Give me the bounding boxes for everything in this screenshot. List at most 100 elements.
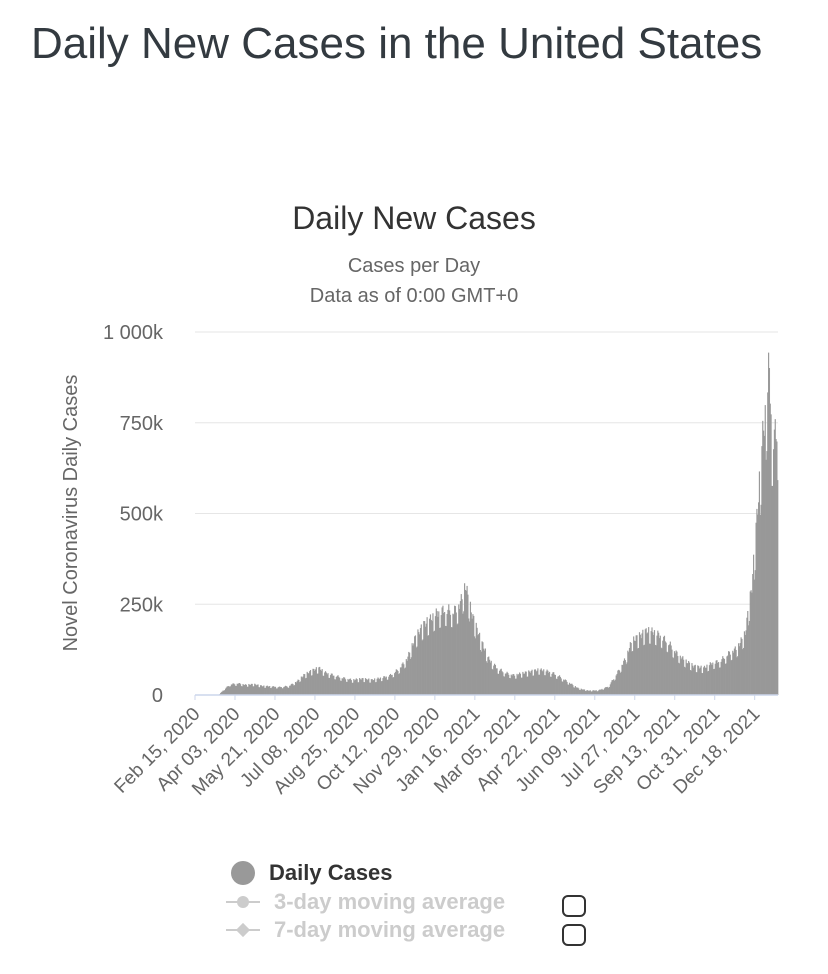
- daily-cases-bar[interactable]: [454, 606, 457, 695]
- daily-cases-bar[interactable]: [370, 679, 372, 695]
- daily-cases-bar[interactable]: [765, 459, 767, 695]
- daily-cases-bar[interactable]: [645, 628, 647, 695]
- daily-cases-bar[interactable]: [753, 554, 755, 695]
- daily-cases-bar[interactable]: [565, 680, 567, 695]
- daily-cases-bar[interactable]: [490, 660, 492, 695]
- daily-cases-bar[interactable]: [684, 667, 686, 695]
- daily-cases-bar[interactable]: [368, 678, 370, 695]
- daily-cases-bar[interactable]: [369, 682, 372, 695]
- daily-cases-bar[interactable]: [602, 689, 604, 695]
- daily-cases-bar[interactable]: [726, 656, 728, 695]
- daily-cases-bar[interactable]: [300, 676, 302, 695]
- daily-cases-bar[interactable]: [338, 676, 340, 695]
- daily-cases-bar[interactable]: [742, 649, 744, 695]
- daily-cases-bar[interactable]: [395, 669, 397, 695]
- legend-item-7-day-average[interactable]: 7-day moving average: [226, 917, 505, 943]
- daily-cases-bar[interactable]: [682, 656, 684, 695]
- daily-cases-bar[interactable]: [379, 677, 382, 695]
- daily-cases-bar[interactable]: [777, 480, 779, 695]
- daily-cases-bar[interactable]: [693, 665, 696, 695]
- daily-cases-bar[interactable]: [377, 677, 379, 695]
- daily-cases-bar[interactable]: [354, 679, 357, 695]
- daily-cases-bar[interactable]: [503, 676, 505, 695]
- daily-cases-bar[interactable]: [358, 682, 360, 695]
- daily-cases-bar[interactable]: [589, 690, 591, 695]
- daily-cases-bar[interactable]: [501, 671, 503, 695]
- daily-cases-bar[interactable]: [304, 674, 306, 695]
- daily-cases-bar[interactable]: [713, 669, 715, 695]
- daily-cases-bar[interactable]: [572, 685, 574, 695]
- daily-cases-bar[interactable]: [403, 664, 405, 695]
- daily-cases-bar[interactable]: [508, 674, 510, 695]
- daily-cases-bar[interactable]: [708, 670, 710, 695]
- daily-cases-bar[interactable]: [487, 657, 489, 695]
- daily-cases-bar[interactable]: [760, 504, 762, 695]
- daily-cases-bar[interactable]: [376, 678, 378, 695]
- daily-cases-bar[interactable]: [454, 605, 456, 695]
- daily-cases-bar[interactable]: [308, 673, 310, 695]
- daily-cases-bar[interactable]: [275, 688, 277, 695]
- daily-cases-bar[interactable]: [573, 687, 576, 695]
- daily-cases-bar[interactable]: [613, 679, 615, 695]
- daily-cases-bar[interactable]: [577, 687, 579, 695]
- daily-cases-bar[interactable]: [770, 414, 772, 695]
- daily-cases-bar[interactable]: [274, 687, 276, 695]
- daily-cases-bar[interactable]: [339, 680, 342, 695]
- daily-cases-bar[interactable]: [237, 684, 239, 695]
- daily-cases-bar[interactable]: [229, 686, 231, 695]
- daily-cases-bar[interactable]: [350, 680, 352, 695]
- daily-cases-bar[interactable]: [555, 678, 557, 695]
- daily-cases-bar[interactable]: [448, 604, 450, 695]
- daily-cases-bar[interactable]: [518, 674, 520, 695]
- daily-cases-bar[interactable]: [469, 601, 472, 695]
- daily-cases-bar[interactable]: [545, 671, 547, 695]
- daily-cases-bar[interactable]: [317, 673, 319, 695]
- daily-cases-bar[interactable]: [258, 687, 260, 695]
- daily-cases-bar[interactable]: [394, 673, 396, 695]
- daily-cases-bar[interactable]: [324, 672, 326, 695]
- daily-cases-bar[interactable]: [460, 594, 462, 695]
- daily-cases-bar[interactable]: [276, 688, 278, 696]
- daily-cases-bar[interactable]: [265, 686, 267, 695]
- daily-cases-bar[interactable]: [429, 618, 431, 695]
- daily-cases-bar[interactable]: [233, 683, 235, 695]
- daily-cases-bar[interactable]: [374, 682, 377, 695]
- daily-cases-bar[interactable]: [253, 686, 255, 695]
- daily-cases-bar[interactable]: [751, 592, 753, 695]
- daily-cases-bar[interactable]: [633, 640, 636, 695]
- daily-cases-bar[interactable]: [255, 685, 257, 695]
- daily-cases-bar[interactable]: [306, 671, 308, 695]
- daily-cases-bar[interactable]: [225, 687, 227, 695]
- daily-cases-bar[interactable]: [657, 630, 659, 695]
- daily-cases-bar[interactable]: [224, 690, 226, 695]
- daily-cases-bar[interactable]: [463, 611, 465, 695]
- daily-cases-bar[interactable]: [616, 673, 618, 695]
- daily-cases-bar[interactable]: [689, 670, 691, 695]
- daily-cases-bar[interactable]: [459, 601, 462, 695]
- daily-cases-bar[interactable]: [603, 689, 605, 695]
- daily-cases-bar[interactable]: [717, 662, 719, 695]
- daily-cases-bar[interactable]: [311, 675, 313, 695]
- daily-cases-bar[interactable]: [239, 682, 241, 695]
- daily-cases-bar[interactable]: [667, 652, 669, 695]
- daily-cases-bar[interactable]: [332, 675, 334, 695]
- daily-cases-bar[interactable]: [665, 642, 667, 695]
- daily-cases-bar[interactable]: [738, 646, 741, 695]
- daily-cases-bar[interactable]: [512, 674, 514, 695]
- daily-cases-bar[interactable]: [269, 688, 272, 695]
- daily-cases-bar[interactable]: [342, 678, 344, 695]
- daily-cases-bar[interactable]: [601, 688, 603, 695]
- daily-cases-bar[interactable]: [423, 621, 425, 695]
- daily-cases-bar[interactable]: [629, 642, 631, 695]
- daily-cases-bar[interactable]: [333, 675, 335, 695]
- daily-cases-bar[interactable]: [458, 604, 460, 695]
- daily-cases-bar[interactable]: [711, 664, 713, 695]
- daily-cases-bar[interactable]: [563, 680, 566, 695]
- daily-cases-bar[interactable]: [531, 669, 533, 695]
- daily-cases-bar[interactable]: [724, 663, 726, 695]
- daily-cases-bar[interactable]: [347, 678, 349, 695]
- daily-cases-bar[interactable]: [529, 672, 531, 695]
- daily-cases-bar[interactable]: [291, 683, 293, 695]
- daily-cases-bar[interactable]: [569, 684, 571, 695]
- daily-cases-bar[interactable]: [700, 665, 702, 695]
